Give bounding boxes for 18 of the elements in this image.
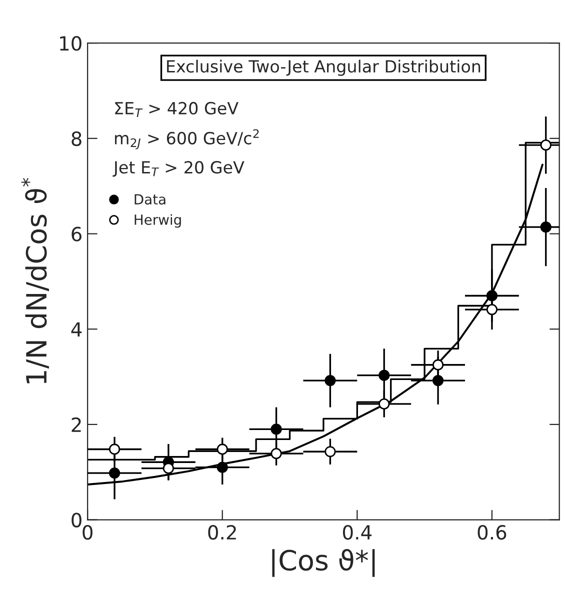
annotation: ΣE$_{T}$ > 420 GeV [115,102,238,118]
x-tick-label: 0.6 [478,524,506,540]
legend-label: Data [134,194,166,205]
y-tick-label: 0 [72,512,82,528]
y-tick-label: 6 [72,226,82,242]
x-tick-label: 0 [82,524,92,540]
y-tick-label: 8 [72,131,82,146]
x-tick-label: 0.4 [342,524,372,540]
y-axis-title: 1/N dN/dCos ϑ$^{*}$ [21,178,50,384]
annotation: m$_{2J}$ > 600 GeV/c$^{2}$ [115,129,259,150]
annotation: Jet E$_{T}$ > 20 GeV [112,160,244,177]
text: Exclusive Two-Jet Angular Distribution [167,60,480,76]
x-tick-label: 0.2 [208,524,236,540]
y-tick-label: 2 [72,417,81,432]
y-tick-label: 10 [60,36,82,51]
legend-label: Herwig [134,214,181,228]
x-axis-title: |Cos ϑ*| [272,549,375,577]
y-tick-label: 4 [71,322,82,336]
